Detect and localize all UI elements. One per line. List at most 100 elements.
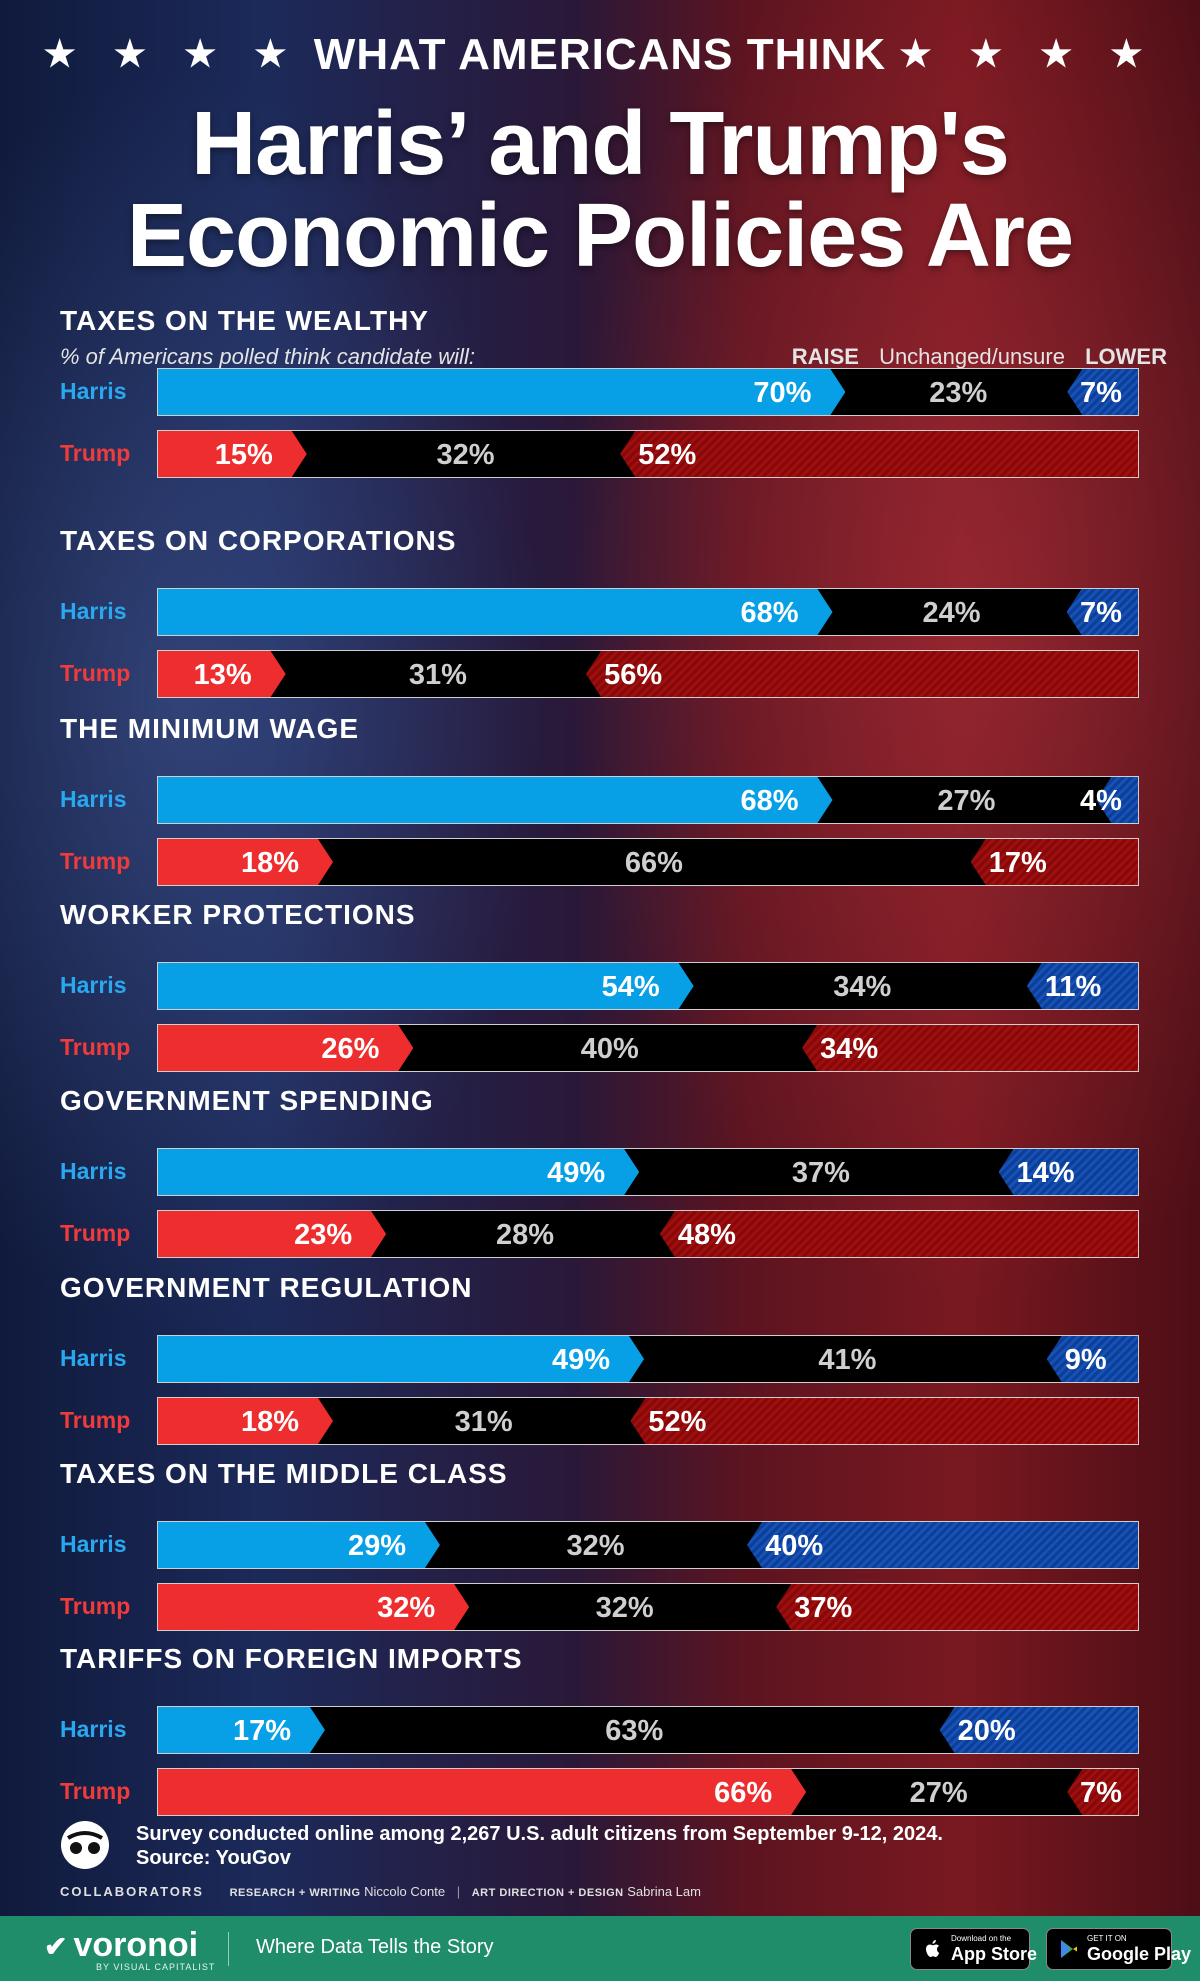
bar-segment-raise [158, 1522, 440, 1568]
bar-segment-raise [158, 777, 833, 823]
value-label-raise: 18% [241, 847, 300, 879]
value-label-raise: 70% [753, 377, 812, 409]
bar-segment-raise [158, 431, 307, 477]
bar-segment-lower [659, 1211, 1138, 1257]
value-label-unchanged: 31% [408, 659, 467, 691]
google-play-icon [1061, 1940, 1077, 1958]
value-label-lower: 7% [1080, 1777, 1122, 1809]
app-store-button[interactable]: Download on the App Store [910, 1928, 1037, 1970]
collaborators: COLLABORATORS RESEARCH + WRITING Niccolo… [60, 1884, 701, 1899]
value-label-lower: 14% [1016, 1157, 1075, 1189]
value-label-raise: 18% [241, 1406, 300, 1438]
bar-harris: 29% 32% 40% [157, 1521, 1139, 1569]
value-label-unchanged: 37% [791, 1157, 850, 1189]
value-label-unchanged: 31% [454, 1406, 513, 1438]
bar-segment-lower [776, 1584, 1138, 1630]
page-title-line1: Harris’ and Trump's [191, 94, 1010, 194]
bar-segment-raise [158, 963, 694, 1009]
row-label-trump: Trump [60, 1034, 131, 1060]
row-label-harris: Harris [60, 378, 127, 404]
bar-segment-lower [970, 839, 1138, 885]
row-label-trump: Trump [60, 1407, 131, 1433]
value-label-lower: 56% [604, 659, 663, 691]
value-label-unchanged: 32% [566, 1530, 625, 1562]
research-name: Niccolo Conte [364, 1884, 446, 1899]
bar-segment-lower [1067, 1769, 1138, 1815]
bar-segment-lower [1046, 1336, 1138, 1382]
value-label-unchanged: 27% [909, 1777, 968, 1809]
legend-lower: LOWER [1085, 344, 1167, 369]
source-note: Source: YouGov [136, 1847, 291, 1869]
row-label-harris: Harris [60, 1158, 127, 1184]
page-title-line2: Economic Policies Are [126, 186, 1074, 286]
brand-sub: BY VISUAL CAPITALIST [96, 1962, 216, 1972]
voronoi-logo[interactable]: ✔ voronoi [44, 1926, 199, 1964]
row-label-harris: Harris [60, 598, 127, 624]
row-label-harris: Harris [60, 1716, 127, 1742]
bar-segment-raise [158, 369, 845, 415]
bar-harris: 49% 37% 14% [157, 1148, 1139, 1196]
value-label-raise: 49% [547, 1157, 606, 1189]
section-title: TAXES ON THE MIDDLE CLASS [60, 1458, 508, 1489]
bar-segment-lower [586, 651, 1138, 697]
voronoi-mark-icon: ✔ [44, 1931, 68, 1962]
section-title: GOVERNMENT SPENDING [60, 1085, 434, 1116]
chart-subtitle: % of Americans polled think candidate wi… [60, 344, 475, 369]
bar-segment-raise [158, 589, 833, 635]
value-label-lower: 52% [638, 439, 697, 471]
bar-segment-lower [630, 1398, 1138, 1444]
row-label-trump: Trump [60, 1593, 131, 1619]
bar-harris: 49% 41% 9% [157, 1335, 1139, 1383]
bar-trump: 13% 31% 56% [157, 650, 1139, 698]
value-label-unchanged: 32% [595, 1592, 654, 1624]
bar-trump: 26% 40% 34% [157, 1024, 1139, 1072]
stars-left-icon: ★ ★ ★ ★ [43, 33, 301, 74]
bar-segment-lower [802, 1025, 1138, 1071]
value-label-raise: 32% [377, 1592, 436, 1624]
bar-segment-raise [158, 1149, 639, 1195]
value-label-lower: 7% [1080, 597, 1122, 629]
row-label-trump: Trump [60, 440, 131, 466]
value-label-unchanged: 34% [833, 971, 892, 1003]
value-label-raise: 13% [193, 659, 252, 691]
row-label-harris: Harris [60, 786, 127, 812]
section-title: TAXES ON THE WEALTHY [60, 305, 429, 336]
google-play-button[interactable]: GET IT ON Google Play [1046, 1928, 1191, 1970]
value-label-lower: 11% [1044, 971, 1102, 1003]
row-label-harris: Harris [60, 972, 127, 998]
value-label-raise: 66% [714, 1777, 773, 1809]
bar-trump: 23% 28% 48% [157, 1210, 1139, 1258]
value-label-raise: 15% [214, 439, 273, 471]
collaborators-label: COLLABORATORS [60, 1884, 204, 1899]
value-label-raise: 68% [740, 785, 799, 817]
bar-segment-raise [158, 1211, 386, 1257]
bar-segment-lower [1066, 589, 1138, 635]
bar-segment-lower [1026, 963, 1138, 1009]
bar-trump: 18% 66% 17% [157, 838, 1139, 886]
value-label-unchanged: 32% [436, 439, 495, 471]
value-label-raise: 26% [321, 1033, 380, 1065]
divider [228, 1932, 229, 1966]
research-role: RESEARCH + WRITING [229, 1887, 361, 1899]
value-label-raise: 29% [347, 1530, 406, 1562]
value-label-unchanged: 41% [818, 1344, 877, 1376]
value-label-lower: 37% [794, 1592, 853, 1624]
value-label-lower: 40% [765, 1530, 824, 1562]
bar-harris: 68% 24% 7% [157, 588, 1139, 636]
value-label-raise: 23% [294, 1219, 353, 1251]
value-label-unchanged: 27% [937, 785, 996, 817]
bar-harris: 17% 63% 20% [157, 1706, 1139, 1754]
bar-segment-raise [158, 839, 333, 885]
value-label-lower: 34% [820, 1033, 879, 1065]
section-title: TARIFFS ON FOREIGN IMPORTS [60, 1643, 523, 1674]
value-label-unchanged: 24% [922, 597, 981, 629]
section-title: WORKER PROTECTIONS [60, 899, 416, 930]
value-label-raise: 68% [740, 597, 799, 629]
bar-segment-lower [998, 1149, 1138, 1195]
bar-segment-raise [158, 651, 286, 697]
visual-capitalist-logo-icon [61, 1821, 109, 1869]
row-label-trump: Trump [60, 1778, 131, 1804]
value-label-lower: 7% [1080, 377, 1122, 409]
value-label-lower: 17% [988, 847, 1047, 879]
value-label-unchanged: 66% [624, 847, 683, 879]
